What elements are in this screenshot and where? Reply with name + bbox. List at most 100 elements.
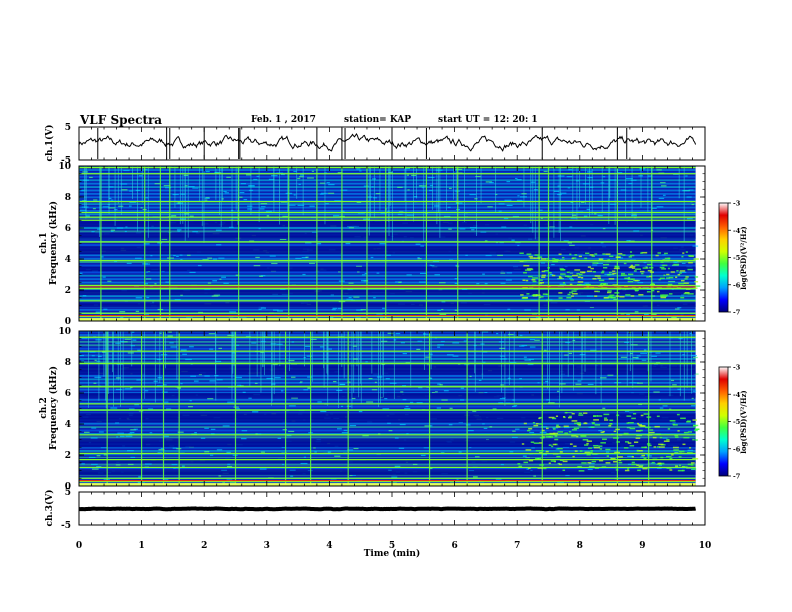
- y-tick-label: 6: [65, 224, 71, 234]
- emission-speckle: [607, 274, 611, 276]
- spectral-speckle: [330, 294, 335, 296]
- emission-speckle: [630, 278, 635, 280]
- spectral-speckle: [452, 355, 459, 357]
- spectral-speckle: [245, 335, 251, 338]
- spectral-speckle: [600, 242, 604, 244]
- spectral-speckle: [239, 196, 243, 198]
- spectral-texture-band: [79, 351, 696, 354]
- emission-speckle: [572, 455, 575, 458]
- emission-speckle: [614, 292, 620, 294]
- spectral-speckle: [628, 182, 633, 185]
- spectral-speckle: [120, 340, 125, 343]
- emission-speckle: [677, 273, 681, 276]
- emission-speckle: [535, 294, 541, 296]
- spectral-speckle: [91, 427, 97, 429]
- spectral-speckle: [221, 276, 226, 278]
- spectral-speckle: [186, 316, 193, 318]
- spectral-speckle: [469, 375, 472, 378]
- spectral-speckle: [583, 215, 588, 217]
- spectral-speckle: [668, 280, 676, 283]
- emission-speckle: [694, 429, 698, 432]
- spectral-texture-band: [79, 281, 696, 284]
- spectral-speckle: [305, 256, 309, 258]
- emission-speckle: [626, 415, 632, 417]
- spectral-speckle: [639, 464, 644, 466]
- spectral-speckle: [642, 287, 649, 289]
- spectral-speckle: [587, 176, 593, 179]
- emission-speckle: [679, 272, 682, 274]
- spectral-speckle: [376, 376, 383, 378]
- spectral-speckle: [511, 239, 515, 241]
- emission-speckle: [657, 462, 662, 465]
- spectral-speckle: [167, 335, 173, 337]
- emission-speckle: [579, 450, 583, 452]
- spectral-speckle: [565, 412, 573, 414]
- spectral-speckle: [226, 176, 231, 178]
- spectral-speckle: [108, 207, 116, 209]
- spectral-speckle: [492, 408, 497, 410]
- emission-speckle: [591, 255, 595, 257]
- emission-speckle: [539, 464, 544, 466]
- spectral-speckle: [271, 175, 278, 177]
- spectral-speckle: [240, 183, 247, 185]
- spectral-speckle: [469, 446, 472, 449]
- emission-speckle: [582, 438, 589, 441]
- spectral-texture-band: [79, 203, 696, 206]
- spectral-speckle: [529, 338, 535, 341]
- spectral-speckle: [319, 193, 324, 195]
- spectral-speckle: [227, 334, 234, 337]
- spectral-speckle: [681, 294, 685, 296]
- spectral-speckle: [545, 299, 553, 301]
- spectral-speckle: [204, 375, 210, 377]
- spectral-speckle: [269, 255, 276, 257]
- spectral-speckle: [314, 451, 317, 453]
- spectral-speckle: [268, 178, 275, 180]
- spectral-speckle: [483, 361, 486, 363]
- emission-speckle: [569, 291, 573, 294]
- spectral-speckle: [420, 454, 426, 456]
- spectral-texture-band: [79, 230, 696, 233]
- emission-speckle: [598, 279, 605, 282]
- emission-speckle: [672, 424, 678, 426]
- emission-speckle: [677, 469, 684, 472]
- spectral-speckle: [540, 262, 546, 264]
- spectral-speckle: [124, 230, 127, 233]
- spectral-speckle: [79, 354, 85, 357]
- spectral-speckle: [109, 186, 114, 188]
- spectral-texture-band: [79, 463, 696, 466]
- emission-speckle: [545, 436, 552, 438]
- spectral-texture-band: [79, 213, 696, 216]
- spectral-speckle: [517, 195, 520, 197]
- spectral-speckle: [210, 428, 216, 430]
- emission-speckle: [549, 432, 555, 435]
- emission-speckle: [659, 436, 663, 439]
- spectral-texture-band: [79, 340, 696, 343]
- emission-speckle: [586, 453, 591, 456]
- spectral-speckle: [185, 358, 192, 361]
- spectral-speckle: [214, 375, 219, 377]
- emission-speckle: [664, 257, 671, 260]
- spectral-speckle: [609, 179, 617, 181]
- spectral-speckle: [501, 226, 507, 228]
- spectral-speckle: [506, 272, 513, 274]
- spectral-speckle: [662, 194, 666, 196]
- spectral-speckle: [123, 169, 130, 172]
- y-tick-label: 5: [65, 488, 71, 498]
- spectral-speckle: [533, 475, 537, 477]
- spectral-speckle: [134, 404, 139, 406]
- spectral-speckle: [102, 206, 110, 208]
- spectral-speckle: [92, 208, 96, 210]
- spectral-speckle: [349, 474, 353, 477]
- emission-speckle: [634, 289, 639, 292]
- spectral-speckle: [454, 309, 459, 311]
- emission-speckle: [649, 431, 655, 434]
- spectral-speckle: [385, 378, 390, 380]
- emission-speckle: [628, 266, 633, 269]
- spectral-texture-band: [79, 261, 696, 264]
- spectral-speckle: [210, 433, 215, 435]
- emission-speckle: [559, 451, 563, 453]
- emission-speckle: [576, 435, 579, 438]
- spectral-speckle: [515, 428, 520, 430]
- emission-speckle: [666, 438, 670, 441]
- emission-speckle: [535, 457, 540, 460]
